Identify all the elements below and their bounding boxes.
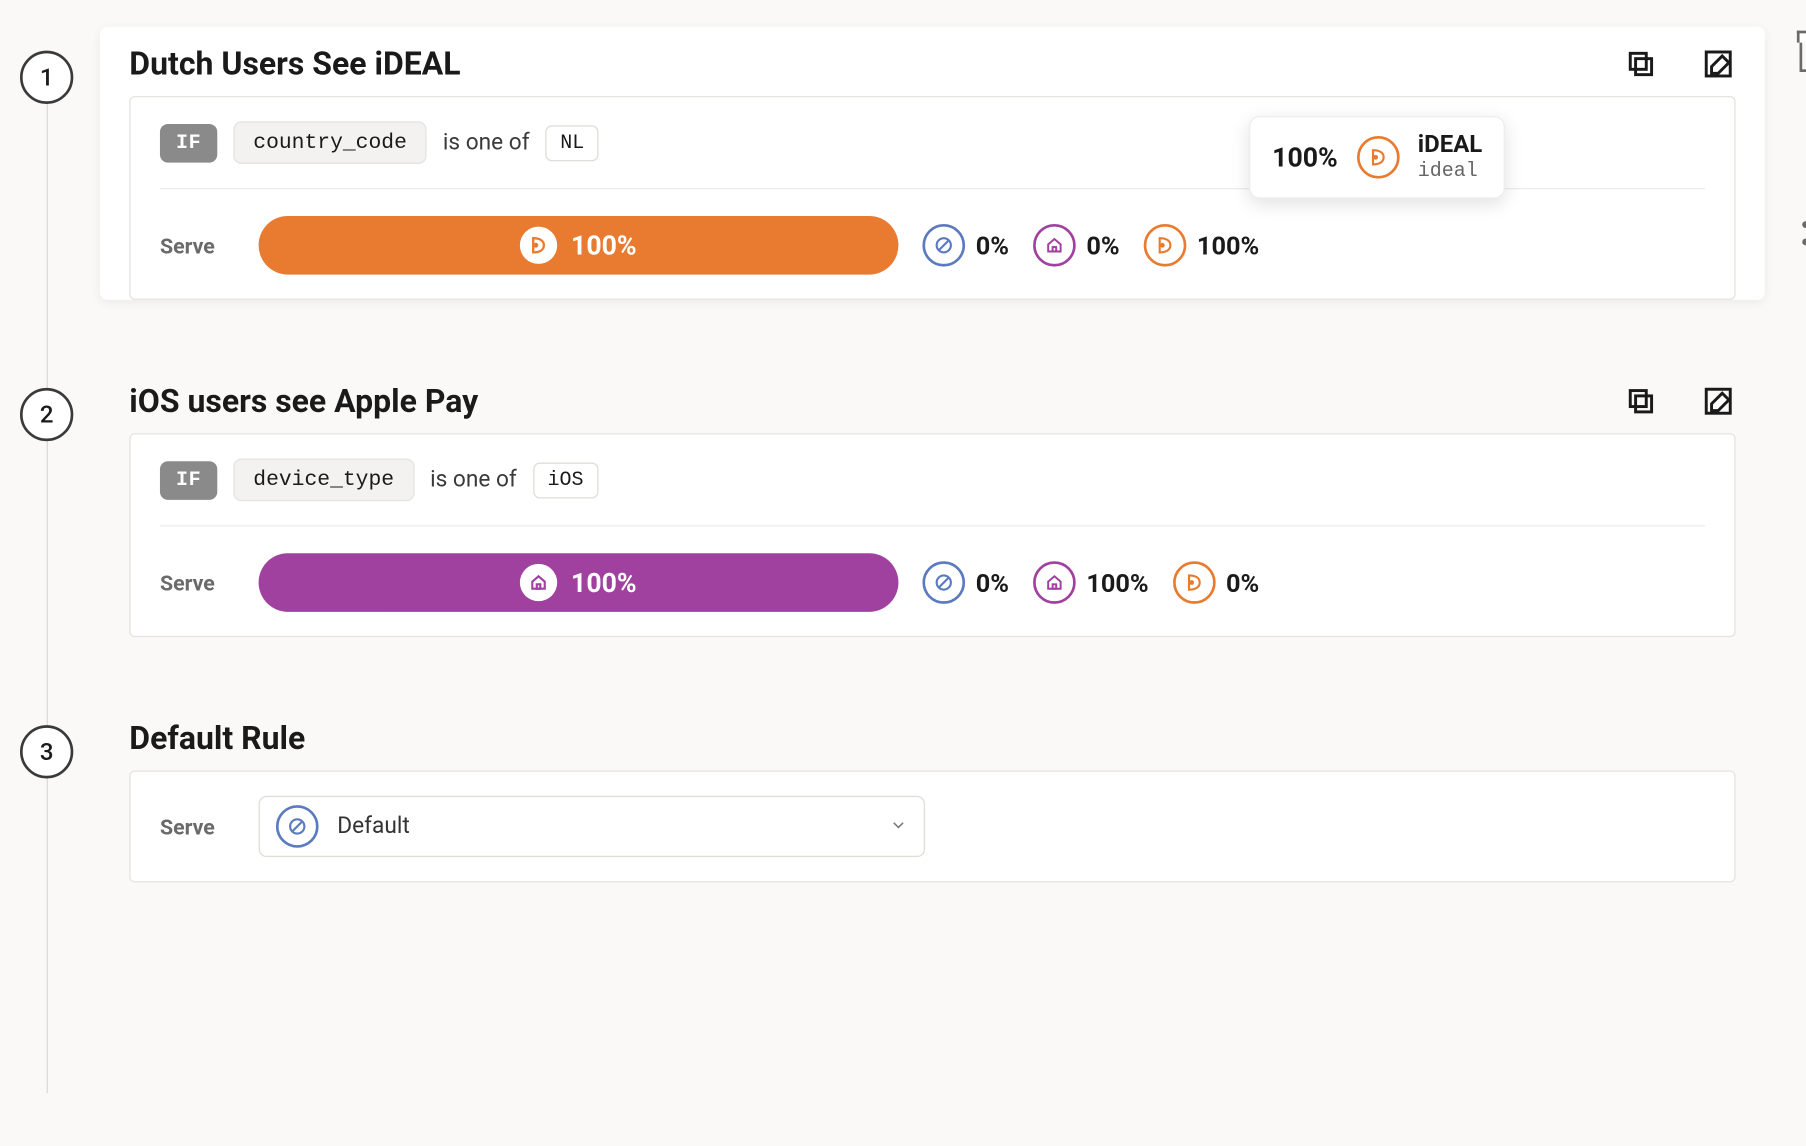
edit-icon[interactable]	[1701, 384, 1736, 419]
distribution-percent: 100%	[1086, 567, 1148, 598]
serve-row: Serve Default	[160, 796, 1705, 857]
rule-side-tools	[1800, 37, 1806, 253]
apple-pay-icon	[1033, 561, 1076, 604]
duplicate-icon[interactable]	[1624, 47, 1659, 82]
default-icon	[276, 805, 319, 848]
rule-header: Dutch Users See iDEAL	[100, 27, 1765, 96]
condition-operator: is one of	[430, 467, 517, 494]
serve-label: Serve	[160, 570, 235, 595]
if-chip: IF	[160, 461, 217, 500]
rule-block: 3 Default Rule Serve Default	[0, 701, 1805, 882]
if-chip: IF	[160, 123, 217, 162]
tooltip-key: ideal	[1418, 159, 1483, 183]
rule-block: 2 iOS users see Apple Pay IF device_type	[0, 364, 1805, 637]
serve-bar[interactable]: 100%	[259, 553, 899, 612]
tooltip-percent: 100%	[1272, 141, 1338, 173]
chevron-down-icon	[889, 814, 908, 839]
rule-title: Dutch Users See iDEAL	[129, 45, 460, 82]
condition-operator: is one of	[443, 129, 530, 156]
archive-icon[interactable]	[1800, 37, 1806, 72]
variation-tooltip: 100% iDEAL ideal	[1250, 116, 1505, 198]
condition-value-chip[interactable]: iOS	[533, 462, 598, 498]
distribution-item: 100%	[1144, 224, 1260, 267]
duplicate-icon[interactable]	[1624, 384, 1659, 419]
rule-title: Default Rule	[129, 720, 305, 757]
distribution-percent: 0%	[1086, 230, 1119, 261]
serve-row: Serve 100% 0%	[160, 527, 1705, 612]
default-icon	[922, 224, 965, 267]
ideal-icon	[1144, 224, 1187, 267]
rule-block: 1 Dutch Users See iDEAL	[0, 27, 1805, 300]
rule-card: iOS users see Apple Pay IF device_type i…	[100, 364, 1765, 637]
ideal-icon	[520, 227, 557, 264]
rule-header-actions	[1624, 47, 1736, 82]
rule-step-badge: 1	[20, 51, 73, 104]
ideal-icon	[1173, 561, 1216, 604]
condition-attribute-chip[interactable]: device_type	[233, 459, 414, 502]
distribution-item: 100%	[1033, 561, 1149, 604]
condition-attribute-chip[interactable]: country_code	[233, 121, 427, 164]
distribution-item: 0%	[922, 224, 1009, 267]
drag-handle-icon[interactable]	[1800, 219, 1806, 254]
rule-card: Default Rule Serve Default	[100, 701, 1765, 882]
rule-body: IF device_type is one of iOS Serve 100%	[129, 433, 1735, 637]
serve-bar[interactable]: 100%	[259, 216, 899, 275]
tooltip-name: iDEAL	[1418, 131, 1483, 160]
distribution-percent: 0%	[1226, 567, 1259, 598]
serve-select[interactable]: Default	[259, 796, 926, 857]
rule-header: Default Rule	[100, 701, 1765, 770]
edit-icon[interactable]	[1701, 47, 1736, 82]
serve-bar-percent: 100%	[571, 567, 637, 599]
rule-body: IF country_code is one of NL 100% iDEAL …	[129, 96, 1735, 300]
rule-title: iOS users see Apple Pay	[129, 383, 478, 420]
rule-header: iOS users see Apple Pay	[100, 364, 1765, 433]
distribution-percent: 100%	[1197, 230, 1259, 261]
serve-label: Serve	[160, 233, 235, 258]
distribution-percent: 0%	[976, 230, 1009, 261]
apple-pay-icon	[520, 564, 557, 601]
condition-row: IF device_type is one of iOS	[160, 459, 1705, 527]
rule-step-badge: 3	[20, 725, 73, 778]
condition-row: IF country_code is one of NL 100% iDEAL …	[160, 121, 1705, 189]
serve-label: Serve	[160, 814, 235, 839]
serve-select-label: Default	[337, 813, 410, 840]
apple-pay-icon	[1033, 224, 1076, 267]
distribution-percent: 0%	[976, 567, 1009, 598]
rule-body: Serve Default	[129, 770, 1735, 882]
serve-bar-percent: 100%	[571, 229, 637, 261]
serve-row: Serve 100% 0%	[160, 189, 1705, 274]
distribution-item: 0%	[922, 561, 1009, 604]
distribution-item: 0%	[1033, 224, 1120, 267]
ideal-icon	[1356, 136, 1399, 179]
rule-step-badge: 2	[20, 388, 73, 441]
condition-value-chip[interactable]: NL	[546, 125, 599, 161]
distribution-item: 0%	[1173, 561, 1260, 604]
rule-header-actions	[1624, 384, 1736, 419]
default-icon	[922, 561, 965, 604]
rule-card: Dutch Users See iDEAL IF country_code is…	[100, 27, 1765, 300]
